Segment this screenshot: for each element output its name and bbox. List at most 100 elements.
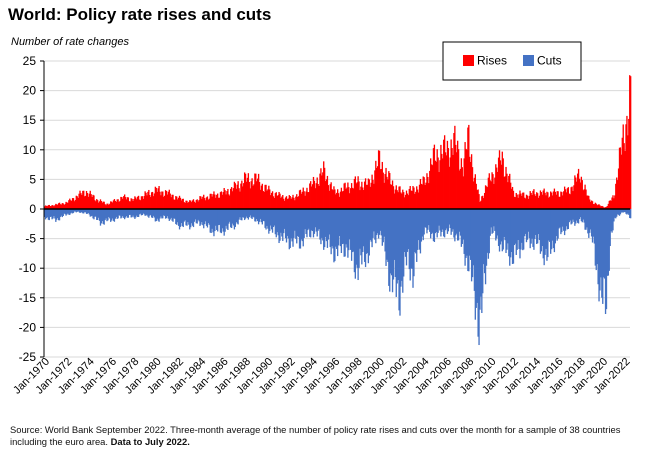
bar-cuts bbox=[86, 209, 89, 214]
bar-rises bbox=[485, 186, 488, 209]
bar-cuts bbox=[350, 209, 352, 250]
bar-rises bbox=[61, 203, 63, 209]
bar-cuts bbox=[383, 209, 385, 237]
bar-rises bbox=[90, 194, 92, 209]
bar-cuts bbox=[97, 209, 99, 220]
bar-rises bbox=[83, 190, 85, 209]
bar-cuts bbox=[204, 209, 207, 222]
bar-cuts bbox=[177, 209, 180, 226]
bar-rises bbox=[259, 189, 262, 209]
bar-cuts bbox=[365, 209, 368, 254]
bar-rises bbox=[100, 201, 103, 209]
bar-rises bbox=[372, 179, 374, 209]
bar-rises bbox=[506, 173, 508, 209]
bar-rises bbox=[143, 196, 145, 209]
bar-cuts bbox=[482, 209, 484, 294]
bar-cuts bbox=[483, 209, 485, 265]
bar-rises bbox=[529, 191, 531, 209]
bar-cuts bbox=[264, 209, 266, 228]
bar-rises bbox=[179, 197, 182, 209]
bar-rises bbox=[428, 183, 430, 209]
bar-cuts bbox=[98, 209, 101, 221]
bar-cuts bbox=[340, 209, 343, 253]
bar-rises bbox=[157, 188, 159, 209]
bar-cuts bbox=[243, 209, 246, 221]
bar-cuts bbox=[558, 209, 560, 229]
bar-cuts bbox=[70, 209, 73, 213]
bar-cuts bbox=[101, 209, 103, 222]
bar-cuts bbox=[350, 209, 353, 261]
bar-rises bbox=[80, 193, 82, 209]
bar-cuts bbox=[411, 209, 413, 269]
bar-cuts bbox=[506, 209, 508, 250]
bar-cuts bbox=[582, 209, 584, 220]
bar-rises bbox=[59, 204, 62, 209]
bar-cuts bbox=[190, 209, 193, 224]
bar-rises bbox=[72, 198, 75, 209]
bar-cuts bbox=[377, 209, 379, 234]
bar-cuts bbox=[328, 209, 330, 235]
bar-cuts bbox=[72, 209, 75, 213]
bar-cuts bbox=[148, 209, 150, 218]
bar-rises bbox=[190, 200, 192, 209]
bar-rises bbox=[454, 125, 456, 209]
bar-cuts bbox=[124, 209, 127, 218]
bar-cuts bbox=[47, 209, 50, 220]
bar-rises bbox=[203, 198, 206, 209]
bar-rises bbox=[224, 190, 226, 209]
bar-cuts bbox=[405, 209, 408, 266]
bar-cuts bbox=[438, 209, 440, 226]
bar-cuts bbox=[146, 209, 148, 215]
bar-cuts bbox=[108, 209, 110, 217]
bar-cuts bbox=[628, 209, 630, 215]
bar-cuts bbox=[58, 209, 61, 221]
bar-cuts bbox=[190, 209, 192, 228]
bar-cuts bbox=[223, 209, 225, 236]
bar-cuts bbox=[511, 209, 514, 264]
bar-rises bbox=[325, 179, 328, 209]
bar-rises bbox=[559, 196, 561, 209]
bar-rises bbox=[181, 198, 183, 209]
bar-rises bbox=[472, 181, 475, 209]
bar-cuts bbox=[622, 209, 624, 213]
bar-cuts bbox=[536, 209, 538, 245]
bar-cuts bbox=[604, 209, 607, 315]
bar-cuts bbox=[186, 209, 188, 226]
bar-rises bbox=[276, 196, 278, 209]
bar-cuts bbox=[87, 209, 90, 213]
bar-cuts bbox=[51, 209, 53, 220]
bar-rises bbox=[144, 191, 146, 209]
bar-cuts bbox=[611, 209, 613, 233]
bar-cuts bbox=[99, 209, 102, 226]
bar-cuts bbox=[286, 209, 289, 236]
bar-rises bbox=[393, 193, 396, 209]
bar-cuts bbox=[560, 209, 562, 235]
bar-cuts bbox=[115, 209, 117, 217]
bar-cuts bbox=[201, 209, 203, 223]
bar-cuts bbox=[76, 209, 78, 212]
bar-rises bbox=[528, 195, 530, 209]
bar-rises bbox=[464, 142, 466, 209]
bar-cuts bbox=[441, 209, 443, 232]
bar-rises bbox=[216, 194, 218, 209]
bar-cuts bbox=[455, 209, 457, 236]
bar-rises bbox=[561, 192, 563, 209]
bar-cuts bbox=[137, 209, 139, 217]
bar-cuts bbox=[331, 209, 333, 247]
bar-cuts bbox=[591, 209, 594, 243]
bar-cuts bbox=[598, 209, 600, 302]
bar-cuts bbox=[523, 209, 526, 237]
bar-rises bbox=[188, 201, 190, 209]
bar-rises bbox=[620, 154, 623, 209]
bar-rises bbox=[444, 152, 447, 209]
bar-cuts bbox=[83, 209, 85, 214]
bar-rises bbox=[610, 200, 612, 209]
bar-cuts bbox=[524, 209, 527, 234]
bar-rises bbox=[381, 161, 383, 209]
bar-rises bbox=[398, 186, 400, 209]
bar-cuts bbox=[545, 209, 547, 249]
bar-cuts bbox=[187, 209, 189, 223]
bar-rises bbox=[433, 144, 436, 209]
bar-cuts bbox=[176, 209, 178, 225]
bar-cuts bbox=[302, 209, 304, 247]
